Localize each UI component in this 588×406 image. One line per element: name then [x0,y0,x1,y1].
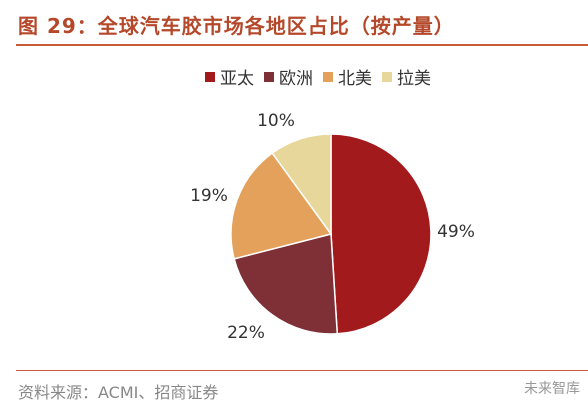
legend-swatch [323,71,333,82]
legend-swatch [205,71,215,82]
slice-label-latin-america: 10% [257,111,295,131]
legend: 亚太 欧洲 北美 拉美 [205,64,441,89]
legend-label: 北美 [338,69,372,89]
legend-swatch [264,71,274,82]
slice-label-north-america: 19% [190,186,228,206]
title-divider [16,44,588,46]
pie-slice-europe [233,233,339,335]
pie-slice-asia-pacific [330,133,432,335]
legend-item-north-america: 北美 [323,64,372,89]
slice-label-europe: 22% [227,323,265,343]
chart-title: 图 29：全球汽车胶市场各地区占比（按产量） [18,14,455,38]
watermark: 未来智库 [524,381,580,397]
legend-item-asia-pacific: 亚太 [205,64,254,89]
legend-label: 拉美 [397,69,431,89]
pie-slice-north-america [230,152,333,260]
footer-divider [16,370,588,371]
legend-item-latin-america: 拉美 [382,64,431,89]
legend-swatch [382,71,392,82]
pie-slice-latin-america [271,133,332,237]
legend-item-europe: 欧洲 [264,64,313,89]
legend-label: 亚太 [220,69,254,89]
pie-labels: 49% 22% 19% 10% [190,111,475,343]
pie-slices [230,133,432,335]
slice-label-asia-pacific: 49% [437,222,475,242]
legend-label: 欧洲 [279,69,313,89]
source-note: 资料来源：ACMI、招商证券 [18,383,219,402]
